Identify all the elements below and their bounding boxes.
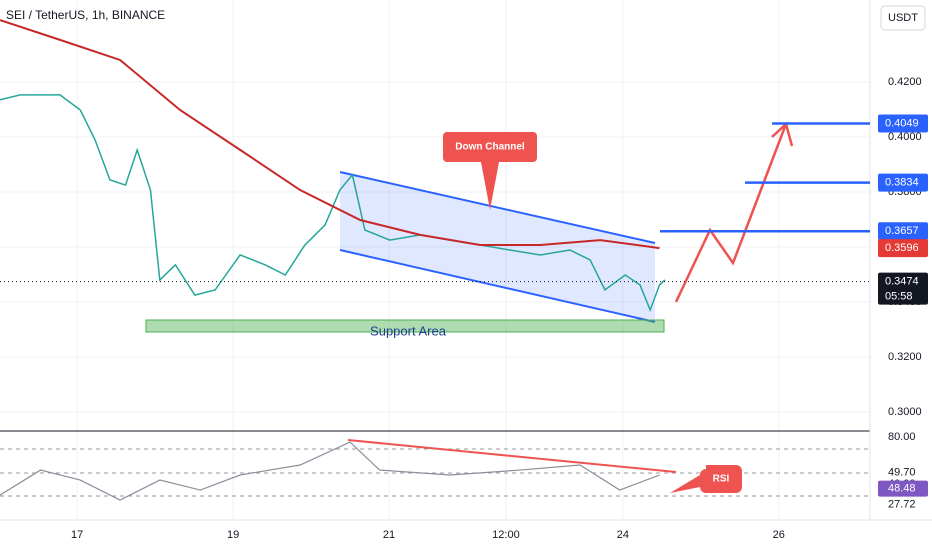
chart-title: SEI / TetherUS, 1h, BINANCE: [6, 8, 165, 22]
rsi-tick-label: 80.00: [888, 431, 916, 443]
price-label: 0.3474: [885, 276, 919, 288]
x-tick-label: 24: [617, 529, 629, 541]
price-label-box: [878, 114, 928, 133]
y-tick-label: 0.3000: [888, 406, 922, 418]
down-channel-label: Down Channel: [455, 142, 525, 153]
price-label-box: [878, 173, 928, 192]
x-tick-label: 21: [383, 529, 395, 541]
y-tick-label: 0.3200: [888, 351, 922, 363]
price-label: 0.3596: [885, 242, 919, 254]
channel-top: [339, 171, 656, 244]
price-label: 0.3834: [885, 177, 919, 189]
rsi-level-label: 49.70: [888, 467, 916, 479]
price-label: 0.4049: [885, 117, 919, 129]
rsi-label: RSI: [713, 474, 730, 485]
price-label-box: [878, 222, 928, 241]
price-label-box: [878, 272, 928, 305]
support-label: Support Area: [370, 323, 447, 338]
rsi-value-box: [878, 480, 928, 497]
countdown: 05:58: [885, 291, 913, 303]
x-tick-label: 26: [773, 529, 785, 541]
rsi-level-label: 48.48: [888, 483, 916, 495]
x-tick-label: 12:00: [492, 529, 520, 541]
currency-box: [880, 5, 926, 31]
down-channel-fill: [340, 172, 655, 322]
y-tick-label: 0.4000: [888, 131, 922, 143]
x-tick-label: 17: [71, 529, 83, 541]
channel-bottom: [339, 249, 656, 323]
down-channel-callout: [443, 132, 537, 210]
x-tick-label: 19: [227, 529, 239, 541]
rsi-level-label: 27.72: [888, 499, 916, 511]
rsi-line: [0, 441, 660, 501]
price-line: [0, 94, 666, 313]
y-tick-label: 0.4200: [888, 76, 922, 88]
moving-average: [0, 19, 660, 250]
price-label: 0.3657: [885, 225, 919, 237]
price-label-box: [878, 239, 928, 258]
projection-arrow: [674, 123, 788, 303]
rsi-divergence-line: [347, 439, 677, 473]
currency: USDT: [888, 12, 918, 24]
rsi-callout: [670, 465, 742, 493]
support-area: [145, 319, 665, 333]
